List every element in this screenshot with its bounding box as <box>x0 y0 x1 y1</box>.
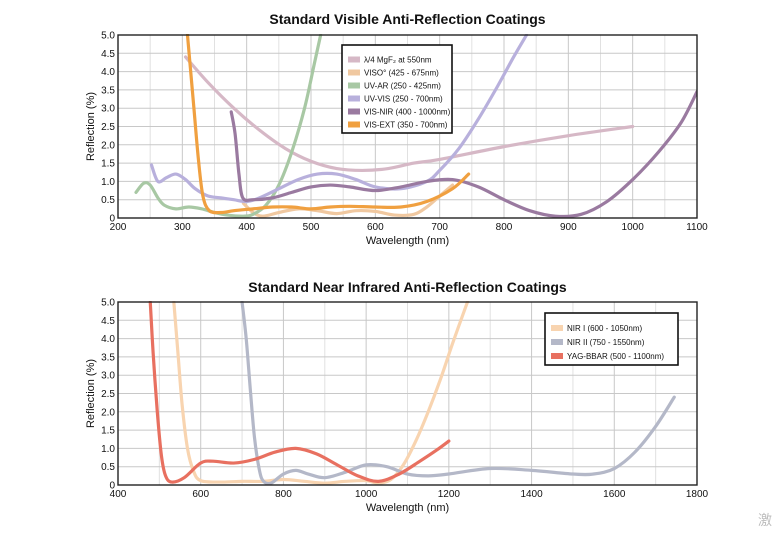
series-line-vis-nir <box>229 90 697 219</box>
plot-frame <box>117 301 698 486</box>
legend-swatch <box>348 69 360 76</box>
y-tick-label: 0 <box>109 214 115 225</box>
y-tick-label: 3.5 <box>101 85 115 96</box>
y-tick-label: 0.5 <box>101 195 115 206</box>
plot-frame <box>117 34 698 219</box>
x-tick-label: 1400 <box>520 489 543 500</box>
x-tick-label: 1100 <box>686 222 708 233</box>
x-tick-label: 1200 <box>438 489 461 500</box>
legend-swatch <box>348 108 360 115</box>
legend-swatch <box>348 56 360 63</box>
y-tick-label: 1.5 <box>101 426 115 437</box>
series-line-uv-ar <box>134 34 323 218</box>
x-tick-label: 800 <box>275 489 292 500</box>
x-tick-label: 400 <box>238 222 255 233</box>
legend-box <box>341 44 453 134</box>
x-tick-label: 700 <box>431 222 448 233</box>
legend-box <box>544 312 679 366</box>
y-tick-label: 2.0 <box>101 140 115 151</box>
y-tick-label: 0 <box>109 481 115 492</box>
y-axis-label: Reflection (%) <box>85 359 97 428</box>
legend-entry: NIR II (750 - 1550nm) <box>567 338 645 347</box>
series-line-uv-vis <box>149 34 529 204</box>
legend-entry: VIS-EXT (350 - 700nm) <box>364 121 448 130</box>
series-line-vis-ext <box>185 34 471 215</box>
series-line-nir <box>172 301 470 485</box>
legend-swatch <box>348 95 360 102</box>
legend-entry: VISO° (425 - 675nm) <box>364 69 439 78</box>
x-tick-label: 500 <box>303 222 320 233</box>
y-tick-label: 4.5 <box>101 316 115 327</box>
x-tick-label: 1000 <box>622 222 645 233</box>
x-axis-label: Wavelength (nm) <box>366 235 449 247</box>
x-tick-label: 1600 <box>603 489 626 500</box>
y-tick-label: 4.5 <box>101 49 115 60</box>
x-tick-label: 300 <box>174 222 191 233</box>
y-tick-label: 1.0 <box>101 444 115 455</box>
legend-entry: NIR I (600 - 1050nm) <box>567 324 642 333</box>
x-axis-label: Wavelength (nm) <box>366 502 449 514</box>
y-tick-label: 0.5 <box>101 462 115 473</box>
visible-coatings-chart: Standard Visible Anti-Reflection Coating… <box>85 11 708 247</box>
near-infrared-coatings-chart: Standard Near Infrared Anti-Reflection C… <box>85 279 709 514</box>
y-tick-label: 2.5 <box>101 389 115 400</box>
x-tick-label: 800 <box>496 222 513 233</box>
x-tick-label: 1000 <box>355 489 378 500</box>
x-tick-label: 200 <box>110 222 127 233</box>
y-axis-label: Reflection (%) <box>85 92 97 161</box>
x-tick-label: 900 <box>560 222 577 233</box>
y-tick-label: 3.0 <box>101 104 115 115</box>
x-tick-label: 400 <box>110 489 127 500</box>
y-tick-label: 2.5 <box>101 122 115 133</box>
legend-entry: UV-AR (250 - 425nm) <box>364 82 441 91</box>
y-tick-label: 5.0 <box>101 31 115 42</box>
y-tick-label: 3.5 <box>101 352 115 363</box>
legend-entry: UV-VIS (250 - 700nm) <box>364 95 443 104</box>
series-line-yag-bbar <box>148 301 451 484</box>
y-tick-label: 4.0 <box>101 334 115 345</box>
legend-entry: VIS-NIR (400 - 1000nm) <box>364 108 451 117</box>
watermark-text: 激 <box>758 512 772 529</box>
y-tick-label: 1.0 <box>101 177 115 188</box>
legend-swatch <box>348 121 360 128</box>
legend-swatch <box>551 353 563 359</box>
x-tick-label: 600 <box>192 489 209 500</box>
y-tick-label: 2.0 <box>101 407 115 418</box>
x-tick-label: 600 <box>367 222 384 233</box>
legend-entry: λ/4 MgF₂ at 550nm <box>364 56 432 65</box>
y-tick-label: 1.5 <box>101 159 115 170</box>
series-line-viso <box>241 183 455 218</box>
legend-entry: YAG-BBAR (500 - 1100nm) <box>567 352 664 361</box>
series-line-4 <box>183 55 635 173</box>
legend-swatch <box>551 339 563 345</box>
x-tick-label: 1800 <box>686 489 709 500</box>
chart-title: Standard Visible Anti-Reflection Coating… <box>269 11 545 27</box>
legend-swatch <box>348 82 360 89</box>
y-tick-label: 3.0 <box>101 371 115 382</box>
y-tick-label: 5.0 <box>101 298 115 309</box>
legend-swatch <box>551 325 563 331</box>
y-tick-label: 4.0 <box>101 67 115 78</box>
chart-title: Standard Near Infrared Anti-Reflection C… <box>248 279 567 295</box>
series-line-nir <box>240 301 676 486</box>
